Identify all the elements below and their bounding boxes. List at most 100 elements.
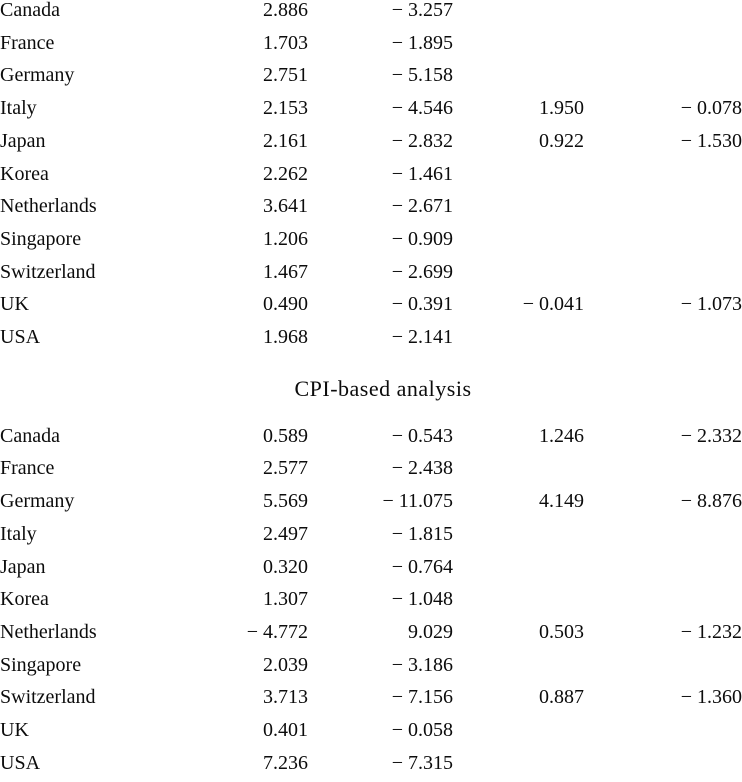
value-cell-2: − 2.832 (391, 129, 453, 152)
value-cell-2: − 7.156 (391, 686, 453, 709)
value-cell-1: 0.490 (263, 293, 308, 316)
table-body: Canada 0.589 − 0.543 1.246 − 2.332 Franc… (0, 420, 742, 780)
table-row: Canada 2.886 − 3.257 (0, 0, 742, 27)
table-row: USA 7.236 − 7.315 (0, 747, 742, 780)
table-row: UK 0.490 − 0.391 − 0.041 − 1.073 (0, 288, 742, 321)
analysis-table: Canada 0.589 − 0.543 1.246 − 2.332 Franc… (0, 420, 742, 780)
table-row: Japan 2.161 − 2.832 0.922 − 1.530 (0, 125, 742, 158)
country-cell: France (0, 31, 55, 54)
value-cell-3 (453, 190, 584, 223)
value-cell-4: − 1.232 (680, 620, 742, 643)
value-cell-4 (584, 27, 742, 60)
country-cell: USA (0, 751, 41, 774)
table-row: UK 0.401 − 0.058 (0, 714, 742, 747)
value-cell-4: − 1.530 (680, 129, 742, 152)
value-cell-2: − 1.461 (391, 162, 453, 185)
value-cell-2: − 3.186 (391, 653, 453, 676)
value-cell-1: 3.641 (263, 195, 308, 218)
country-cell: Korea (0, 162, 49, 185)
country-cell: UK (0, 293, 29, 316)
value-cell-3: − 0.041 (522, 293, 584, 316)
value-cell-4 (584, 158, 742, 191)
value-cell-2: − 2.671 (391, 195, 453, 218)
value-cell-3 (453, 27, 584, 60)
table-row: Netherlands 3.641 − 2.671 (0, 190, 742, 223)
value-cell-2: − 0.909 (391, 227, 453, 250)
value-cell-1: 0.589 (263, 424, 308, 447)
value-cell-3: 0.503 (539, 620, 584, 643)
country-cell: Japan (0, 129, 46, 152)
value-cell-2: − 0.764 (391, 555, 453, 578)
value-cell-1: 2.497 (263, 522, 308, 545)
table-row: Italy 2.153 − 4.546 1.950 − 0.078 (0, 92, 742, 125)
value-cell-1: 2.751 (263, 64, 308, 87)
value-cell-2: − 2.141 (391, 326, 453, 349)
value-cell-3: 1.950 (539, 97, 584, 120)
table-row: Netherlands − 4.772 9.029 0.503 − 1.232 (0, 616, 742, 649)
value-cell-3: 1.246 (539, 424, 584, 447)
value-cell-4 (584, 256, 742, 289)
value-cell-1: 2.153 (263, 97, 308, 120)
value-cell-3: 4.149 (539, 490, 584, 513)
section-heading: CPI-based analysis (294, 375, 472, 401)
value-cell-3: 0.887 (539, 686, 584, 709)
table-row: Canada 0.589 − 0.543 1.246 − 2.332 (0, 420, 742, 453)
value-cell-4 (584, 551, 742, 584)
value-cell-3 (453, 158, 584, 191)
country-cell: Italy (0, 522, 37, 545)
country-cell: UK (0, 719, 29, 742)
value-cell-3 (453, 223, 584, 256)
table-row: Germany 2.751 − 5.158 (0, 59, 742, 92)
table-row: Switzerland 3.713 − 7.156 0.887 − 1.360 (0, 681, 742, 714)
analysis-table: Canada 2.886 − 3.257 France 1.703 − 1.89… (0, 0, 742, 354)
value-cell-3 (453, 256, 584, 289)
table-section: Canada 2.886 − 3.257 France 1.703 − 1.89… (0, 0, 742, 354)
value-cell-3: 0.922 (539, 129, 584, 152)
table-row: Switzerland 1.467 − 2.699 (0, 256, 742, 289)
value-cell-4: − 8.876 (680, 490, 742, 513)
country-cell: Switzerland (0, 686, 96, 709)
table-row: Singapore 2.039 − 3.186 (0, 649, 742, 682)
country-cell: Canada (0, 0, 60, 21)
value-cell-3 (453, 714, 584, 747)
value-cell-3 (453, 59, 584, 92)
value-cell-4 (584, 649, 742, 682)
country-cell: Germany (0, 64, 75, 87)
country-cell: Germany (0, 490, 75, 513)
value-cell-3 (453, 747, 584, 780)
value-cell-1: 7.236 (263, 751, 308, 774)
value-cell-4 (584, 321, 742, 354)
value-cell-1: 5.569 (263, 490, 308, 513)
table-body: Canada 2.886 − 3.257 France 1.703 − 1.89… (0, 0, 742, 354)
table-section: CPI-based analysis Canada 0.589 − 0.543 … (0, 374, 742, 780)
value-cell-1: 1.467 (263, 260, 308, 283)
value-cell-2: − 4.546 (391, 97, 453, 120)
value-cell-2: − 0.391 (391, 293, 453, 316)
value-cell-4 (584, 59, 742, 92)
value-cell-1: 0.320 (263, 555, 308, 578)
country-cell: Japan (0, 555, 46, 578)
value-cell-4 (584, 190, 742, 223)
value-cell-1: 0.401 (263, 719, 308, 742)
country-cell: Canada (0, 424, 60, 447)
value-cell-2: − 7.315 (391, 751, 453, 774)
value-cell-3 (453, 0, 584, 27)
table-row: Korea 1.307 − 1.048 (0, 583, 742, 616)
value-cell-1: 1.307 (263, 588, 308, 611)
table-row: Japan 0.320 − 0.764 (0, 551, 742, 584)
table-row: Germany 5.569 − 11.075 4.149 − 8.876 (0, 485, 742, 518)
table-row: Singapore 1.206 − 0.909 (0, 223, 742, 256)
value-cell-1: − 4.772 (246, 620, 308, 643)
value-cell-2: − 1.815 (391, 522, 453, 545)
country-cell: Netherlands (0, 195, 97, 218)
value-cell-1: 2.886 (263, 0, 308, 21)
value-cell-4 (584, 452, 742, 485)
value-cell-1: 2.262 (263, 162, 308, 185)
value-cell-1: 2.161 (263, 129, 308, 152)
value-cell-4 (584, 747, 742, 780)
value-cell-3 (453, 518, 584, 551)
value-cell-1: 1.206 (263, 227, 308, 250)
value-cell-2: − 11.075 (382, 490, 453, 513)
country-cell: Korea (0, 588, 49, 611)
value-cell-2: 9.029 (408, 620, 453, 643)
